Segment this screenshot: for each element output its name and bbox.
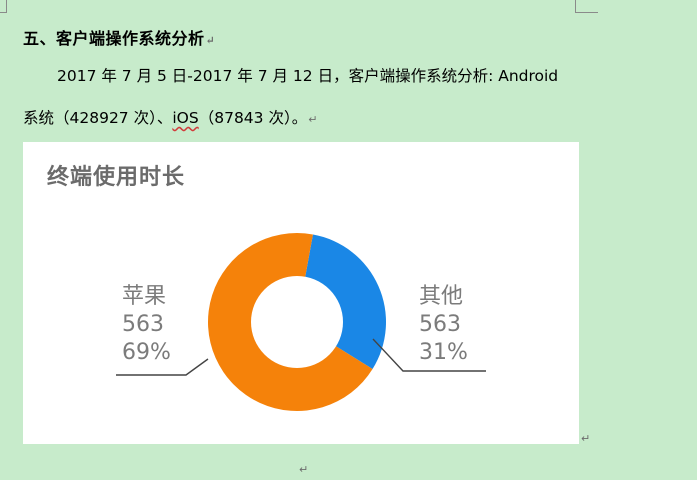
slice-value: 563 — [419, 312, 461, 337]
paragraph-mark-icon: ↵ — [308, 113, 318, 126]
chart-image: 终端使用时长 苹果 563 69% 其他 563 31% — [23, 142, 579, 444]
slice-label-other: 其他 563 31% — [419, 283, 468, 367]
slice-percent: 31% — [419, 340, 468, 365]
chart-title: 终端使用时长 — [47, 165, 186, 190]
ios-text: iOS — [172, 109, 199, 127]
slice-value: 563 — [122, 312, 164, 337]
paragraph-mark-icon: ↵ — [581, 432, 591, 445]
margin-corner-mark — [0, 0, 7, 13]
paragraph-text: 2017 年 7 月 5 日-2017 年 7 月 12 日，客户端操作系统分析… — [57, 67, 559, 85]
slice-label-apple: 苹果 563 69% — [122, 283, 171, 367]
heading-text: 五、客户端操作系统分析 — [23, 29, 205, 48]
slice-name: 其他 — [419, 284, 464, 309]
paragraph-mark-icon: ↵ — [205, 34, 216, 47]
donut-hole — [251, 276, 343, 368]
slice-name: 苹果 — [122, 284, 167, 309]
paragraph-line: 2017 年 7 月 5 日-2017 年 7 月 12 日，客户端操作系统分析… — [23, 65, 657, 87]
section-heading: 五、客户端操作系统分析↵ — [23, 25, 215, 49]
paragraph-line: 系统（428927 次）、iOS（87843 次）。↵ — [23, 107, 623, 131]
slice-percent: 69% — [122, 340, 171, 365]
donut-chart — [116, 233, 486, 411]
paragraph-text: （87843 次）。 — [198, 109, 308, 127]
leader-line-right — [372, 338, 486, 372]
paragraph-text: 系统（428927 次）、 — [23, 109, 173, 127]
paragraph-mark-icon: ↵ — [299, 463, 309, 476]
leader-line-left — [116, 358, 209, 376]
margin-corner-mark — [575, 0, 598, 13]
